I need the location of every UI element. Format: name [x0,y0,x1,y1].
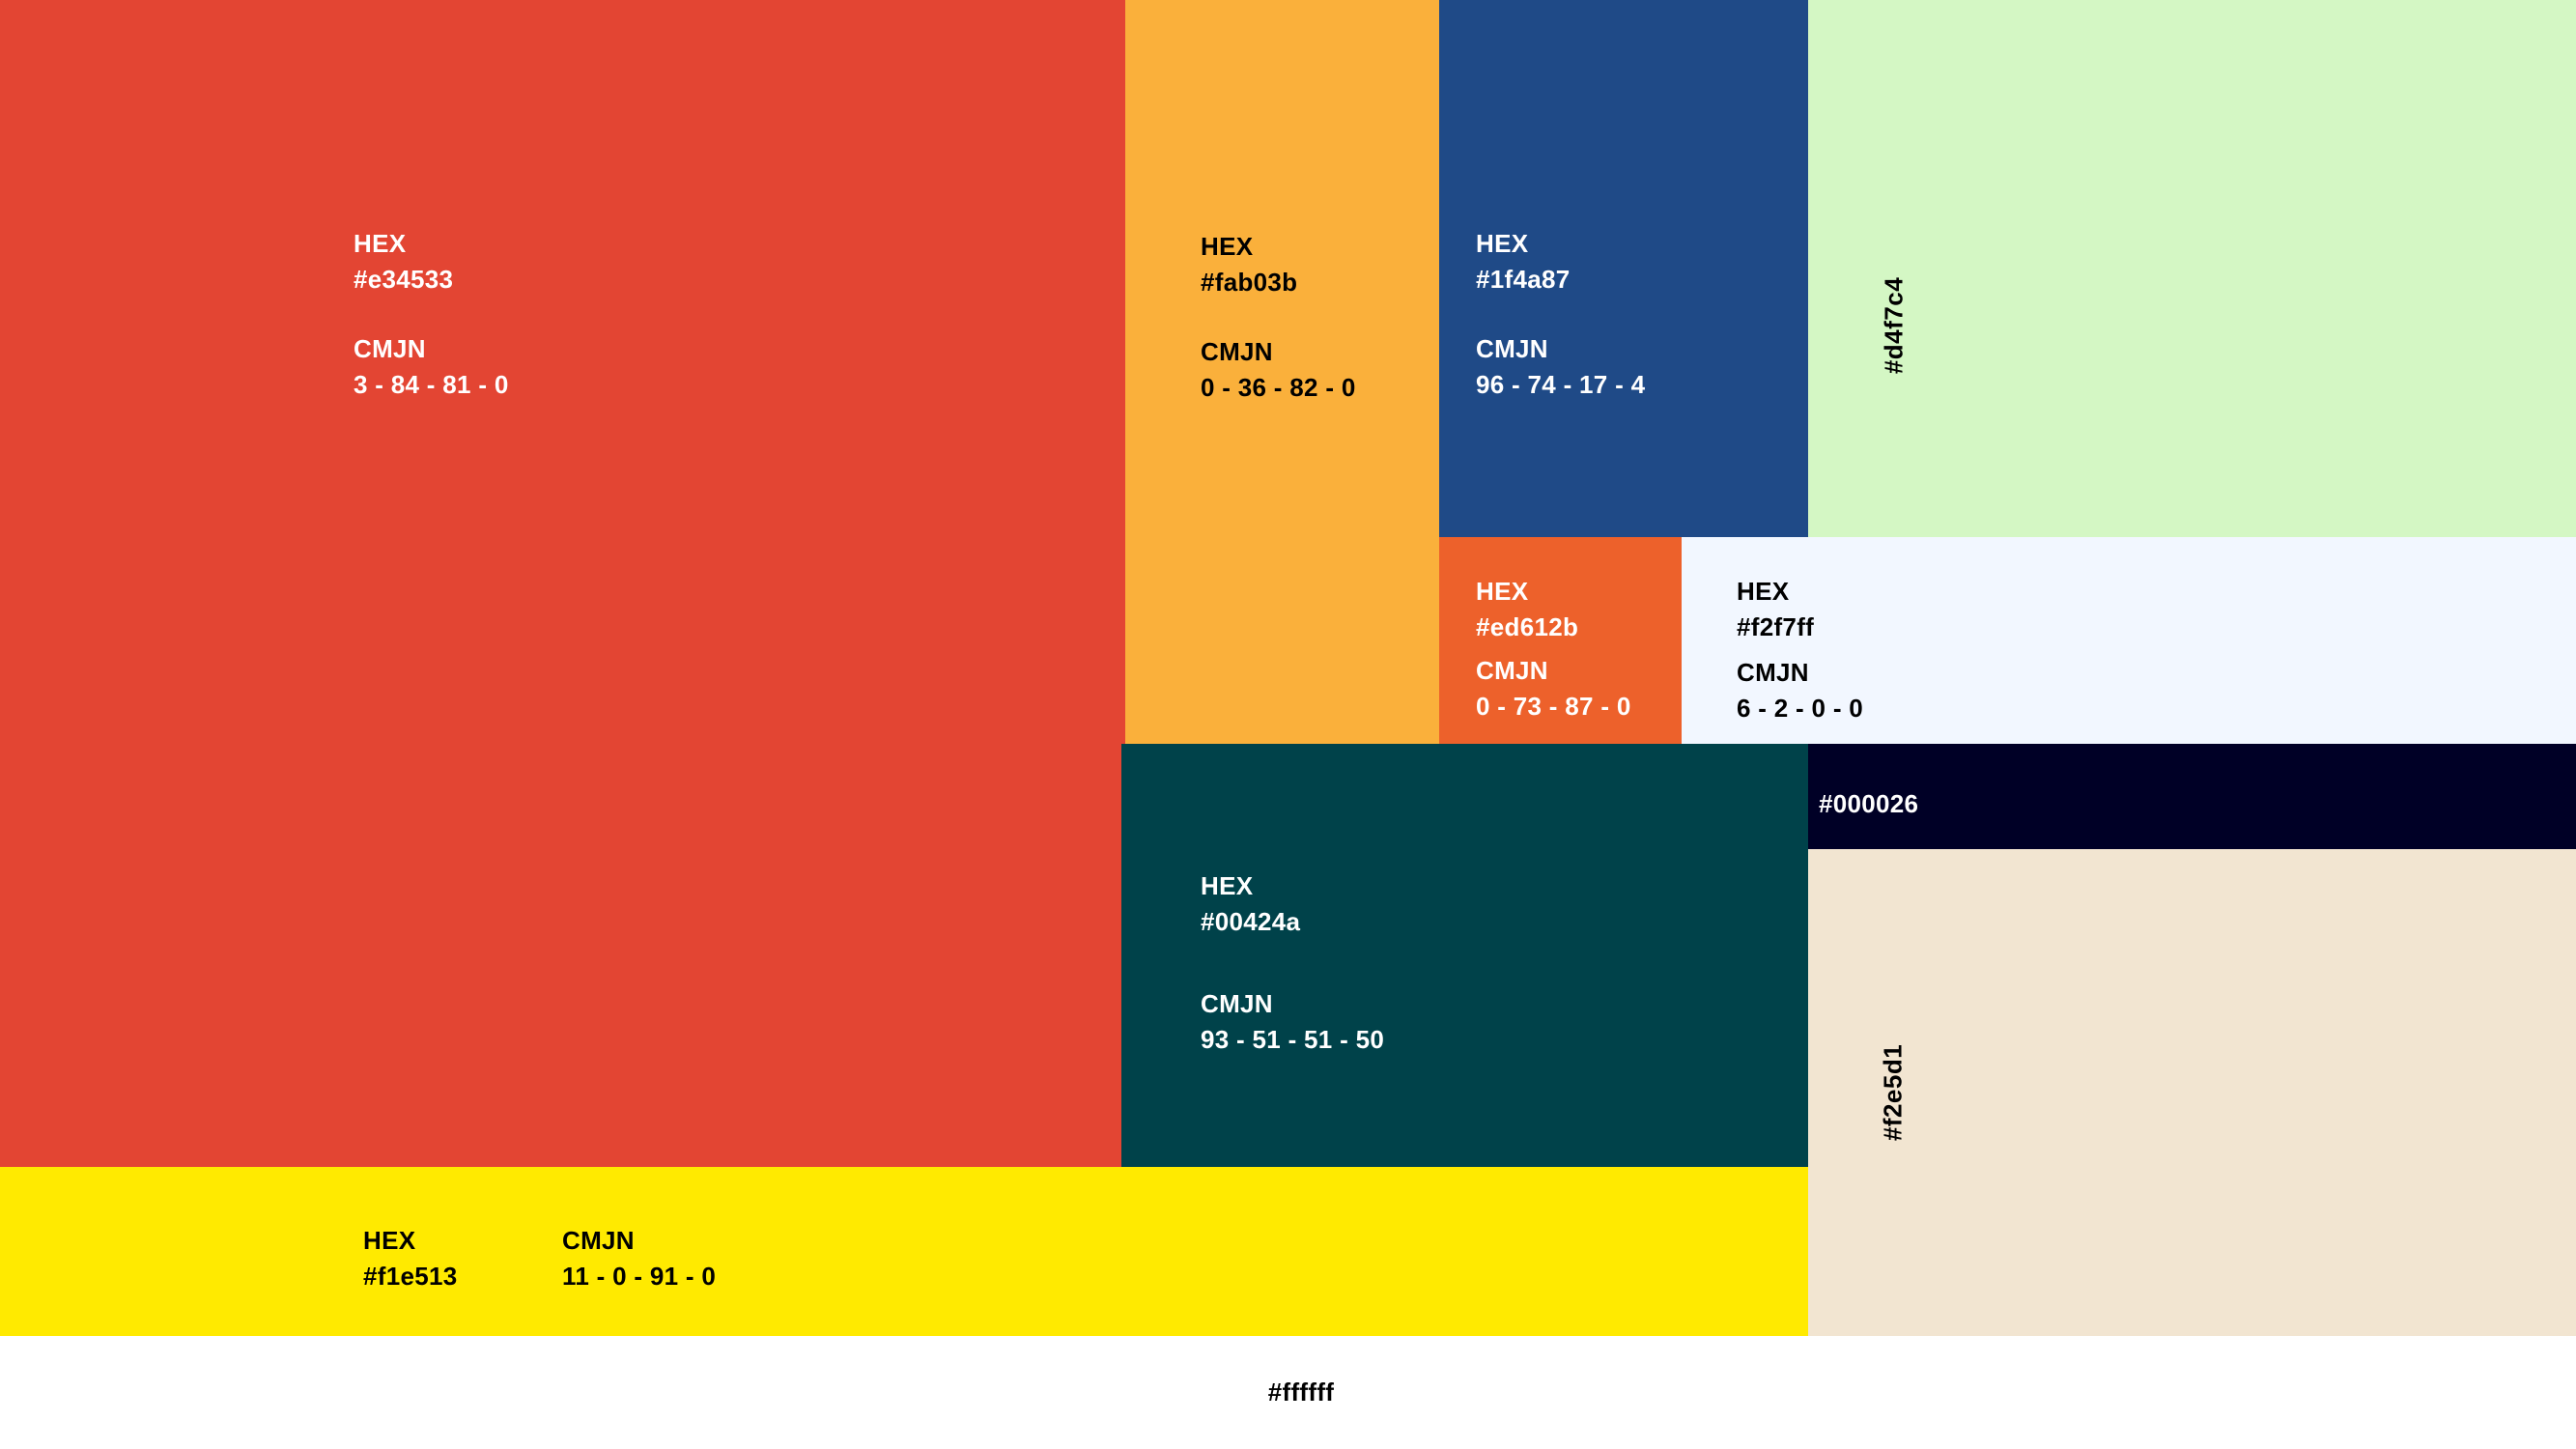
cmjn-value: 6 - 2 - 0 - 0 [1737,694,1864,723]
swatch-blue [1439,0,1808,537]
swatch-white [0,1336,2576,1449]
swatch-teal [1121,744,1808,1167]
cmjn-value: 96 - 74 - 17 - 4 [1476,370,1646,399]
cmjn-label: CMJN [1476,656,1548,685]
hex-value: #fab03b [1201,268,1298,297]
swatch-red [0,0,1125,1167]
hex-value: #d4f7c4 [1879,276,1909,375]
swatch-orange [1125,0,1439,744]
hex-value: #f1e513 [363,1262,458,1291]
cmjn-label: CMJN [354,334,426,363]
hex-value: #1f4a87 [1476,265,1571,294]
swatch-yellow [0,1167,1808,1336]
cmjn-label: CMJN [562,1226,635,1255]
swatch-green [1808,0,2576,537]
swatch-dark-orange [1439,537,1682,744]
hex-label: HEX [1201,871,1254,900]
cmjn-value: 0 - 73 - 87 - 0 [1476,692,1631,721]
hex-value: #ffffff [1267,1378,1335,1406]
hex-value: #ed612b [1476,612,1579,641]
hex-label: HEX [1737,577,1790,606]
hex-label: HEX [1476,577,1529,606]
cmjn-value: 93 - 51 - 51 - 50 [1201,1025,1385,1054]
hex-value: #00424a [1201,907,1301,936]
swatch-navy [1808,744,2576,849]
hex-value: #f2e5d1 [1878,1043,1908,1142]
hex-label: HEX [1476,229,1529,258]
cmjn-label: CMJN [1201,989,1273,1018]
swatch-pale-blue [1682,537,2576,744]
hex-value: #000026 [1819,789,1919,818]
hex-value: #f2f7ff [1737,612,1815,641]
hex-label: HEX [1201,232,1254,261]
cmjn-value: 0 - 36 - 82 - 0 [1201,373,1356,402]
cmjn-label: CMJN [1737,658,1809,687]
cmjn-label: CMJN [1476,334,1548,363]
cmjn-value: 11 - 0 - 91 - 0 [562,1262,717,1291]
hex-value: #e34533 [354,265,454,294]
hex-label: HEX [363,1226,416,1255]
cmjn-label: CMJN [1201,337,1273,366]
hex-label: HEX [354,229,407,258]
swatch-beige [1808,849,2576,1336]
cmjn-value: 3 - 84 - 81 - 0 [354,370,509,399]
